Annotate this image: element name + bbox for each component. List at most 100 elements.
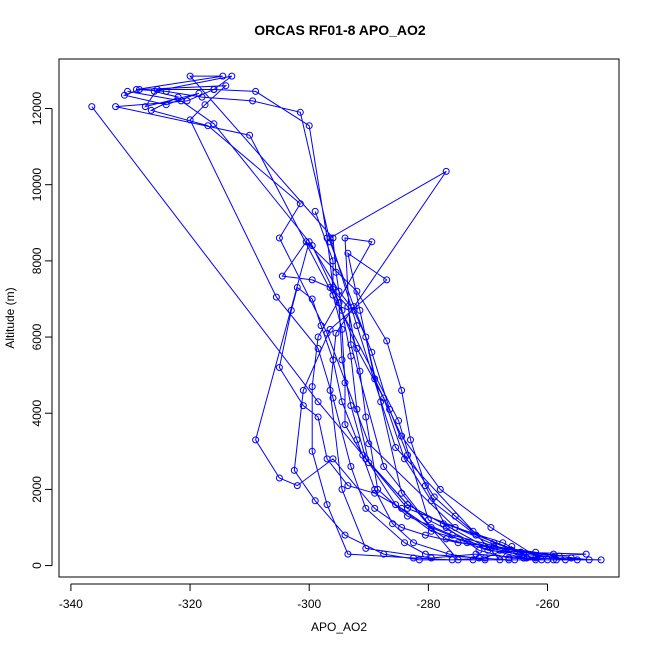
data-point [272, 293, 280, 301]
data-point [520, 550, 528, 558]
y-tick-label: 12000 [30, 92, 44, 126]
data-point [353, 405, 361, 413]
data-point [475, 554, 483, 562]
x-tick-label: -320 [178, 597, 202, 611]
data-point [442, 167, 450, 175]
data-point [201, 101, 209, 109]
data-point [338, 306, 346, 314]
series-line [91, 75, 602, 561]
data-point [210, 86, 218, 93]
data-point [293, 284, 301, 291]
data-point [287, 306, 295, 314]
data-point [481, 556, 489, 564]
data-point [353, 287, 361, 295]
data-point [350, 303, 358, 311]
data-point [299, 402, 307, 410]
data-point [296, 200, 304, 208]
data-point [383, 276, 391, 284]
y-axis: 0 2000 4000 6000 8000 10000 12000 [30, 92, 53, 569]
data-point [311, 207, 319, 215]
x-tick-label: -340 [59, 597, 83, 611]
data-point [392, 444, 400, 451]
data-point [317, 322, 325, 330]
data-point [278, 272, 286, 280]
data-point [454, 539, 462, 547]
data-point [222, 82, 230, 90]
data-point [249, 97, 257, 105]
data-point [362, 504, 370, 512]
data-point [392, 501, 400, 509]
series-line [122, 75, 560, 561]
data-point [135, 86, 143, 93]
data-point [463, 539, 471, 547]
data-point [430, 493, 438, 501]
data-point [398, 386, 406, 394]
data-point [204, 122, 212, 130]
data-point [445, 550, 453, 558]
data-point [177, 97, 185, 105]
data-point [421, 550, 429, 558]
data-point [141, 103, 149, 111]
data-point [305, 122, 313, 130]
data-point [314, 345, 322, 352]
data-point [585, 556, 593, 564]
data-point [341, 531, 349, 539]
data-point [505, 554, 513, 562]
data-point [508, 543, 516, 550]
data-point [490, 539, 498, 547]
data-point [410, 539, 417, 547]
data-point [380, 550, 388, 558]
chart-title: ORCAS RF01-8 APO_AO2 [254, 22, 426, 38]
data-point [88, 103, 96, 111]
data-point [112, 103, 120, 111]
data-point [573, 556, 581, 564]
data-point [362, 544, 370, 552]
data-point [404, 451, 411, 459]
x-axis: -340 -320 -300 -280 -260 [59, 583, 560, 611]
data-point [296, 108, 304, 116]
y-tick-label: 0 [30, 562, 44, 569]
data-point [132, 86, 140, 93]
data-point [398, 524, 406, 531]
data-point [228, 72, 236, 80]
data-point [451, 524, 459, 531]
data-point [323, 501, 331, 509]
data-point [323, 234, 331, 242]
data-point [454, 556, 462, 564]
data-point [368, 348, 376, 356]
data-point [532, 548, 540, 556]
data-point [147, 106, 155, 114]
data-point [499, 539, 507, 547]
data-point [490, 543, 498, 550]
data-point [362, 413, 370, 421]
data-point [311, 497, 319, 505]
data-point [344, 550, 352, 558]
data-point [246, 131, 254, 139]
data-point [487, 524, 495, 531]
data-point [544, 556, 551, 564]
data-point [469, 527, 477, 535]
data-point [398, 504, 406, 512]
data-point [436, 485, 444, 493]
data-point [332, 329, 340, 337]
data-point [520, 554, 528, 562]
data-point [362, 333, 370, 341]
data-point [308, 383, 316, 391]
data-point [356, 367, 364, 375]
data-point [442, 535, 450, 543]
data-point [380, 463, 388, 470]
data-point [275, 234, 283, 242]
data-point [374, 485, 382, 493]
data-point [371, 375, 379, 383]
y-axis-label: Altitude (m) [3, 287, 17, 348]
y-tick-label: 2000 [30, 476, 44, 503]
data-point [344, 482, 352, 490]
data-point [252, 87, 260, 95]
data-point [338, 356, 346, 364]
data-point [341, 421, 349, 429]
data-point [415, 556, 423, 564]
data-point [338, 485, 346, 493]
data-point [448, 531, 456, 539]
